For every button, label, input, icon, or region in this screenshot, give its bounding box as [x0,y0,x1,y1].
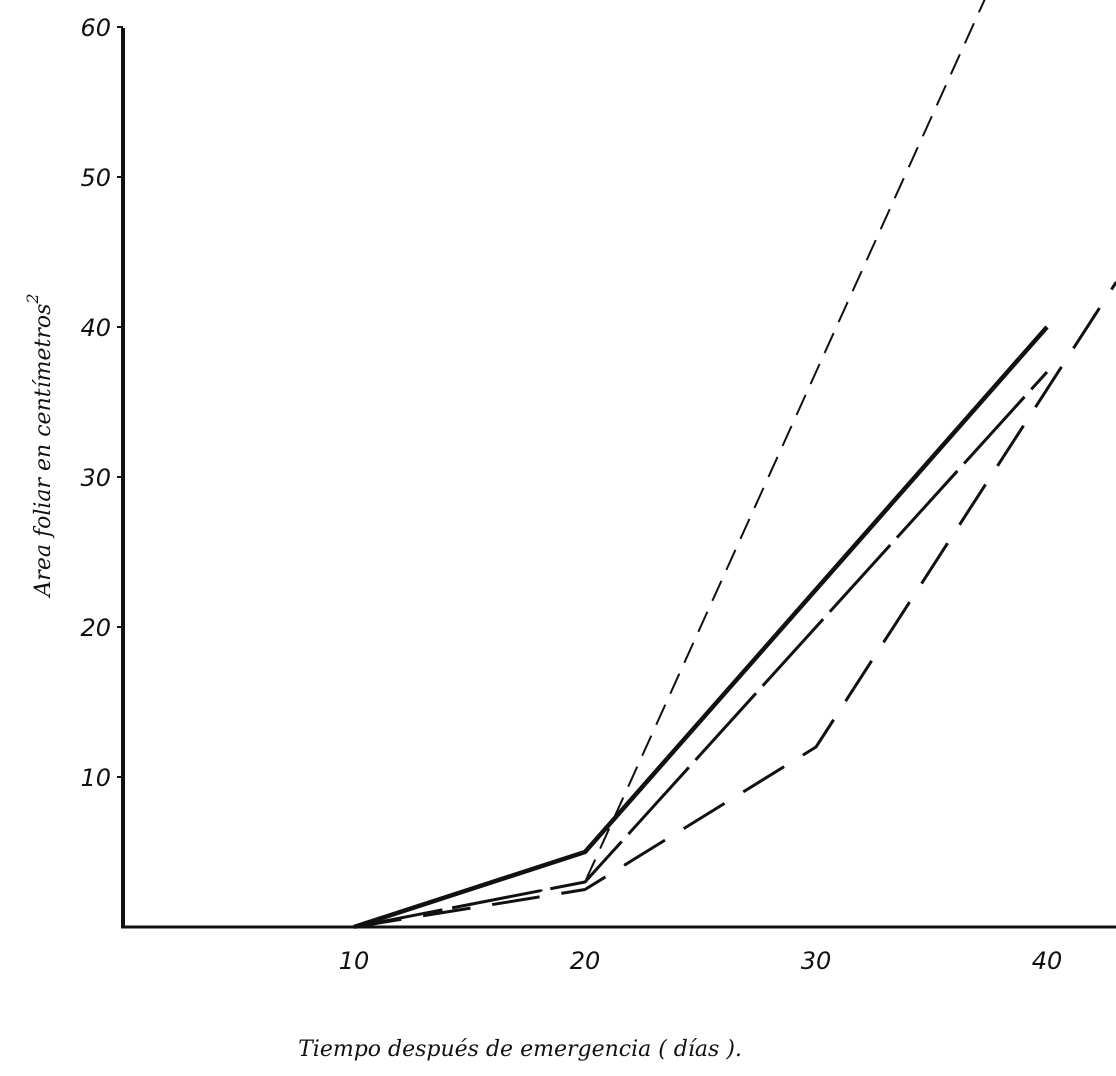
y-axis-title: Area foliar en centímetros2 [23,293,56,598]
series-line-2 [353,370,1049,929]
x-tick-label-40: 40 [1032,947,1063,975]
y-tick-label-40: 40 [80,314,111,342]
y-axis-title-superscript: 2 [23,293,42,304]
y-axis-title-main: Area foliar en centímetros [31,304,56,599]
series-layer [353,0,1116,930]
y-tick-label-60: 60 [80,14,111,42]
series-line-4 [353,281,1116,929]
y-tick-label-10: 10 [80,764,111,792]
series-line-1 [353,325,1049,930]
axes-layer [121,28,1116,929]
x-tick-label-20: 20 [570,947,601,975]
x-tick-label-10: 10 [339,947,370,975]
y-tick-label-30: 30 [80,464,111,492]
series-line-3 [353,0,986,928]
ticks-layer: 10 20 30 40 10 20 30 40 50 60 [80,14,1062,975]
y-tick-label-50: 50 [80,164,111,192]
x-tick-label-30: 30 [801,947,832,975]
x-axis-title: Tiempo después de emergencia ( días ). [298,1037,742,1062]
y-tick-label-20: 20 [80,614,111,642]
